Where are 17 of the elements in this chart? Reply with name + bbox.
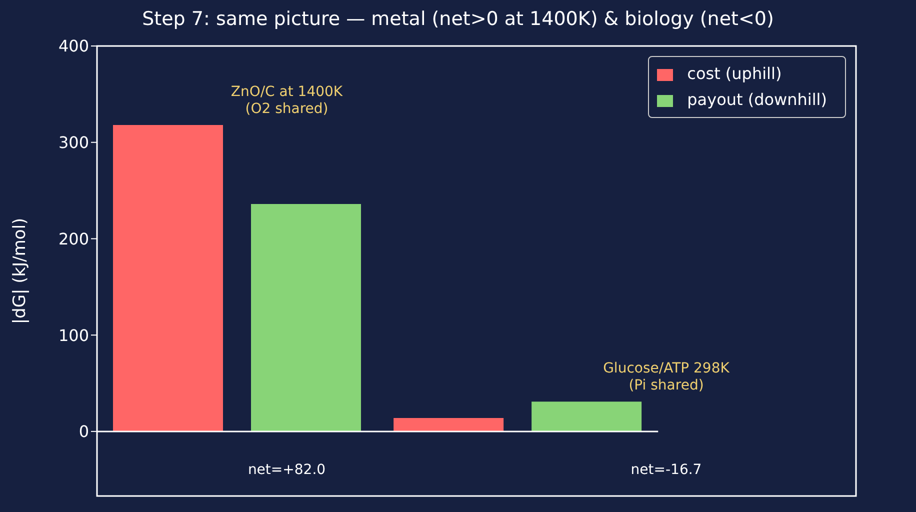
y-axis-title: |dG| (kJ/mol) [10, 218, 30, 324]
bar [394, 418, 504, 432]
legend-label: payout (downhill) [687, 90, 827, 109]
annotation: net=+82.0 [248, 462, 326, 478]
annotation: Glucose/ATP 298K (Pi shared) [603, 360, 730, 394]
bar [113, 125, 223, 432]
y-tick-label: 0 [78, 422, 89, 442]
y-tick-label: 100 [58, 326, 89, 345]
annotation: net=-16.7 [630, 462, 702, 478]
y-tick-label: 400 [58, 36, 89, 56]
annotation: ZnO/C at 1400K (O2 shared) [230, 84, 344, 118]
bar [251, 204, 361, 432]
legend-label: cost (uphill) [687, 64, 782, 83]
chart-title: Step 7: same picture — metal (net>0 at 1400K) & biology (net<0) [141, 8, 775, 30]
y-tick-label: 200 [58, 229, 89, 248]
y-tick-label: 300 [58, 133, 89, 152]
bar [532, 402, 642, 432]
